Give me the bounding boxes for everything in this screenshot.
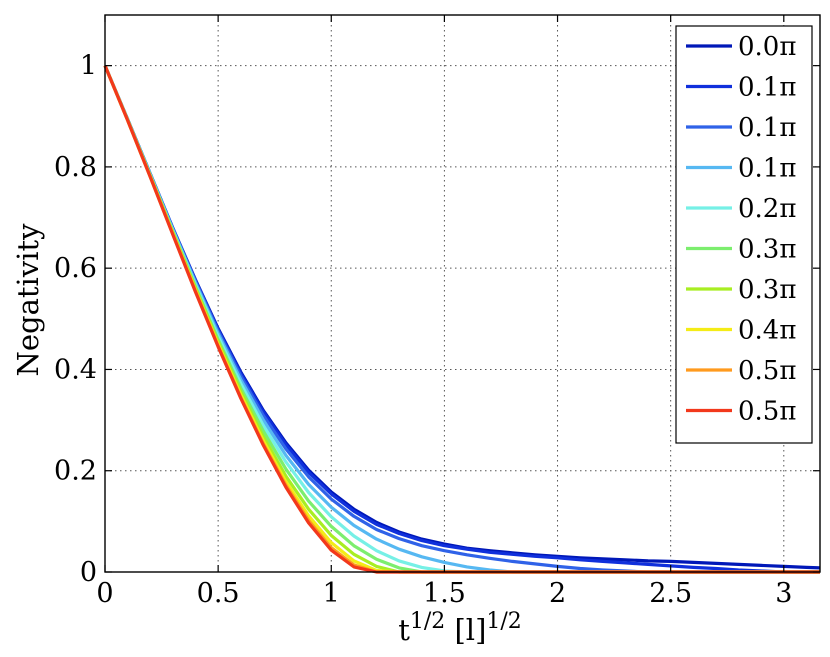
- x-tick-label: 0: [96, 578, 113, 609]
- y-tick-label: 1: [80, 51, 97, 82]
- legend-label: 0.1π: [738, 154, 796, 184]
- plot-frame: [104, 14, 821, 573]
- y-tick-label: 0.6: [54, 253, 97, 284]
- x-axis-label-text: t1/2 [l]1/2: [398, 609, 522, 648]
- x-axis-label: t1/2 [l]1/2: [398, 609, 522, 648]
- legend: 0.0π 0.1π 0.1π 0.1π 0.2π 0.3π 0.3π 0.4π 0.5π 0.5π: [675, 25, 813, 444]
- axes: [104, 14, 821, 573]
- legend-label: 0.1π: [738, 73, 796, 103]
- legend-label: 0.3π: [738, 275, 796, 305]
- y-tick-label: 0.4: [54, 354, 97, 385]
- legend-box: [675, 25, 813, 444]
- y-tick-label: 0: [80, 557, 97, 588]
- y-tick-label: 0.8: [54, 152, 97, 183]
- y-axis-label: Negativity: [11, 223, 45, 377]
- y-tick-label: 0.2: [54, 456, 97, 487]
- legend-label: 0.2π: [738, 194, 796, 224]
- x-tick-label: 0.5: [197, 578, 240, 609]
- legend-label: 0.1π: [738, 113, 796, 143]
- legend-label: 0.0π: [738, 32, 796, 62]
- legend-label: 0.5π: [738, 397, 796, 427]
- legend-label: 0.3π: [738, 235, 796, 265]
- x-tick-label: 2: [549, 578, 566, 609]
- legend-label: 0.4π: [738, 316, 796, 346]
- x-tick-label: 3: [775, 578, 792, 609]
- legend-label: 0.5π: [738, 356, 796, 386]
- x-tick-label: 2.5: [649, 578, 692, 609]
- x-tick-label: 1: [323, 578, 340, 609]
- tick-labels: 0 0.5 1 1.5 2 2.5 3 0 0.2 0.4 0.6 0.8 1: [54, 51, 792, 609]
- x-tick-label: 1.5: [423, 578, 466, 609]
